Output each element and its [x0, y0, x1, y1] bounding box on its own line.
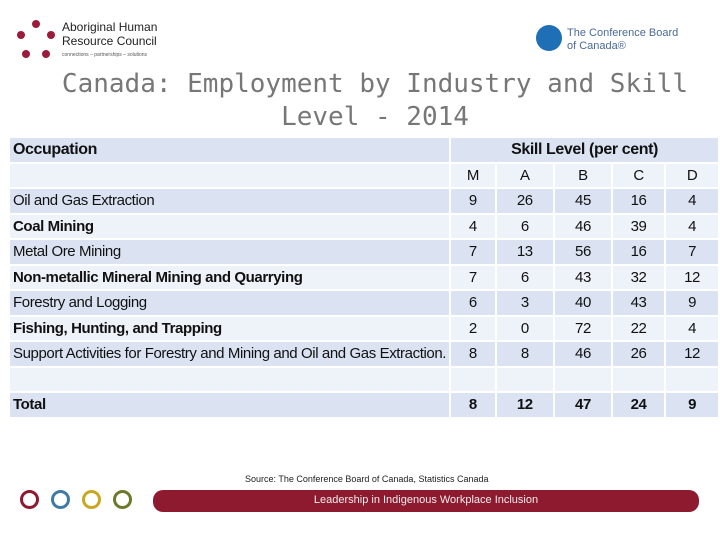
- skill-value: 6: [494, 212, 555, 240]
- skill-value: 2: [449, 314, 497, 342]
- table-row: Non-metallic Mineral Mining and Quarryin…: [7, 263, 720, 291]
- total-value: 12: [494, 391, 555, 419]
- skill-value: 4: [449, 212, 497, 240]
- skill-value: 26: [494, 187, 555, 215]
- skill-value: 0: [494, 314, 555, 342]
- table-row: Support Activities for Forestry and Mini…: [7, 340, 720, 368]
- skill-value: 43: [611, 289, 667, 317]
- skill-value: 6: [494, 263, 555, 291]
- ahrc-logo: Aboriginal Human Resource Council connect…: [16, 18, 176, 68]
- skill-value: 45: [552, 187, 614, 215]
- empty-cell: [449, 365, 497, 393]
- empty-cell: [664, 365, 720, 393]
- total-value: 9: [664, 391, 720, 419]
- occupation-header: Occupation: [7, 136, 452, 164]
- total-row: Total 8 12 47 24 9: [7, 391, 720, 419]
- table-row: Oil and Gas Extraction 9 26 45 16 4: [7, 187, 720, 215]
- skill-value: 39: [611, 212, 667, 240]
- total-value: 24: [611, 391, 667, 419]
- skill-header: Skill Level (per cent): [449, 136, 720, 164]
- skill-value: 43: [552, 263, 614, 291]
- logo-line1: Aboriginal Human: [62, 20, 158, 34]
- logo-line2: of Canada®: [567, 40, 626, 52]
- conference-board-logo: The Conference Board of Canada®: [535, 24, 695, 56]
- occupation-label: Metal Ore Mining: [7, 238, 452, 266]
- empty-cell: [7, 365, 452, 393]
- table-row: Forestry and Logging 6 3 40 43 9: [7, 289, 720, 317]
- skill-value: 40: [552, 289, 614, 317]
- skill-value: 8: [449, 340, 497, 368]
- circle-icon: [20, 490, 39, 509]
- table-header-row: Occupation Skill Level (per cent): [7, 136, 720, 164]
- level-header: C: [611, 161, 667, 189]
- skill-value: 26: [611, 340, 667, 368]
- skill-value: 4: [664, 314, 720, 342]
- levels-row: M A B C D: [7, 161, 720, 189]
- occupation-label: Oil and Gas Extraction: [7, 187, 452, 215]
- circle-icon: [51, 490, 70, 509]
- circle-icon: [113, 490, 132, 509]
- footer-bar: Leadership in Indigenous Workplace Inclu…: [153, 490, 699, 512]
- skill-value: 46: [552, 340, 614, 368]
- skill-value: 7: [449, 263, 497, 291]
- circle-icon: [82, 490, 101, 509]
- skill-value: 56: [552, 238, 614, 266]
- table-row: Fishing, Hunting, and Trapping 2 0 72 22 4: [7, 314, 720, 342]
- skill-value: 16: [611, 187, 667, 215]
- level-header: A: [494, 161, 555, 189]
- occupation-label: Support Activities for Forestry and Mini…: [7, 340, 452, 368]
- skill-value: 72: [552, 314, 614, 342]
- total-label: Total: [7, 391, 452, 419]
- skill-value: 7: [449, 238, 497, 266]
- occupation-label: Non-metallic Mineral Mining and Quarryin…: [7, 263, 452, 291]
- footer-tagline: Leadership in Indigenous Workplace Inclu…: [313, 494, 539, 506]
- occupation-label: Fishing, Hunting, and Trapping: [7, 314, 452, 342]
- skill-value: 22: [611, 314, 667, 342]
- decorative-circles: [20, 490, 132, 509]
- empty-cell: [7, 161, 452, 189]
- level-header: B: [552, 161, 614, 189]
- skill-value: 8: [494, 340, 555, 368]
- page-title: Canada: Employment by Industry and Skill…: [61, 69, 689, 132]
- skill-value: 16: [611, 238, 667, 266]
- table-row: Coal Mining 4 6 46 39 4: [7, 212, 720, 240]
- level-header: D: [664, 161, 720, 189]
- level-header: M: [449, 161, 497, 189]
- skill-value: 9: [449, 187, 497, 215]
- skill-value: 46: [552, 212, 614, 240]
- skill-value: 6: [449, 289, 497, 317]
- skill-value: 32: [611, 263, 667, 291]
- logo-tagline: connections – partnerships – solutions: [62, 52, 148, 58]
- skill-value: 12: [664, 263, 720, 291]
- empty-cell: [552, 365, 614, 393]
- source-note: Source: The Conference Board of Canada, …: [245, 474, 489, 484]
- employment-table: Occupation Skill Level (per cent) M A B …: [7, 136, 720, 419]
- table-row: Metal Ore Mining 7 13 56 16 7: [7, 238, 720, 266]
- occupation-label: Coal Mining: [7, 212, 452, 240]
- skill-value: 13: [494, 238, 555, 266]
- globe-icon: [536, 25, 562, 51]
- logo-line2: Resource Council: [62, 34, 157, 48]
- skill-value: 7: [664, 238, 720, 266]
- empty-cell: [494, 365, 555, 393]
- skill-value: 4: [664, 187, 720, 215]
- skill-value: 3: [494, 289, 555, 317]
- skill-value: 12: [664, 340, 720, 368]
- total-value: 47: [552, 391, 614, 419]
- occupation-label: Forestry and Logging: [7, 289, 452, 317]
- logo-line1: The Conference Board: [567, 27, 679, 39]
- people-circle-icon: [17, 20, 55, 58]
- empty-cell: [611, 365, 667, 393]
- blank-row: [7, 365, 720, 393]
- skill-value: 9: [664, 289, 720, 317]
- total-value: 8: [449, 391, 497, 419]
- skill-value: 4: [664, 212, 720, 240]
